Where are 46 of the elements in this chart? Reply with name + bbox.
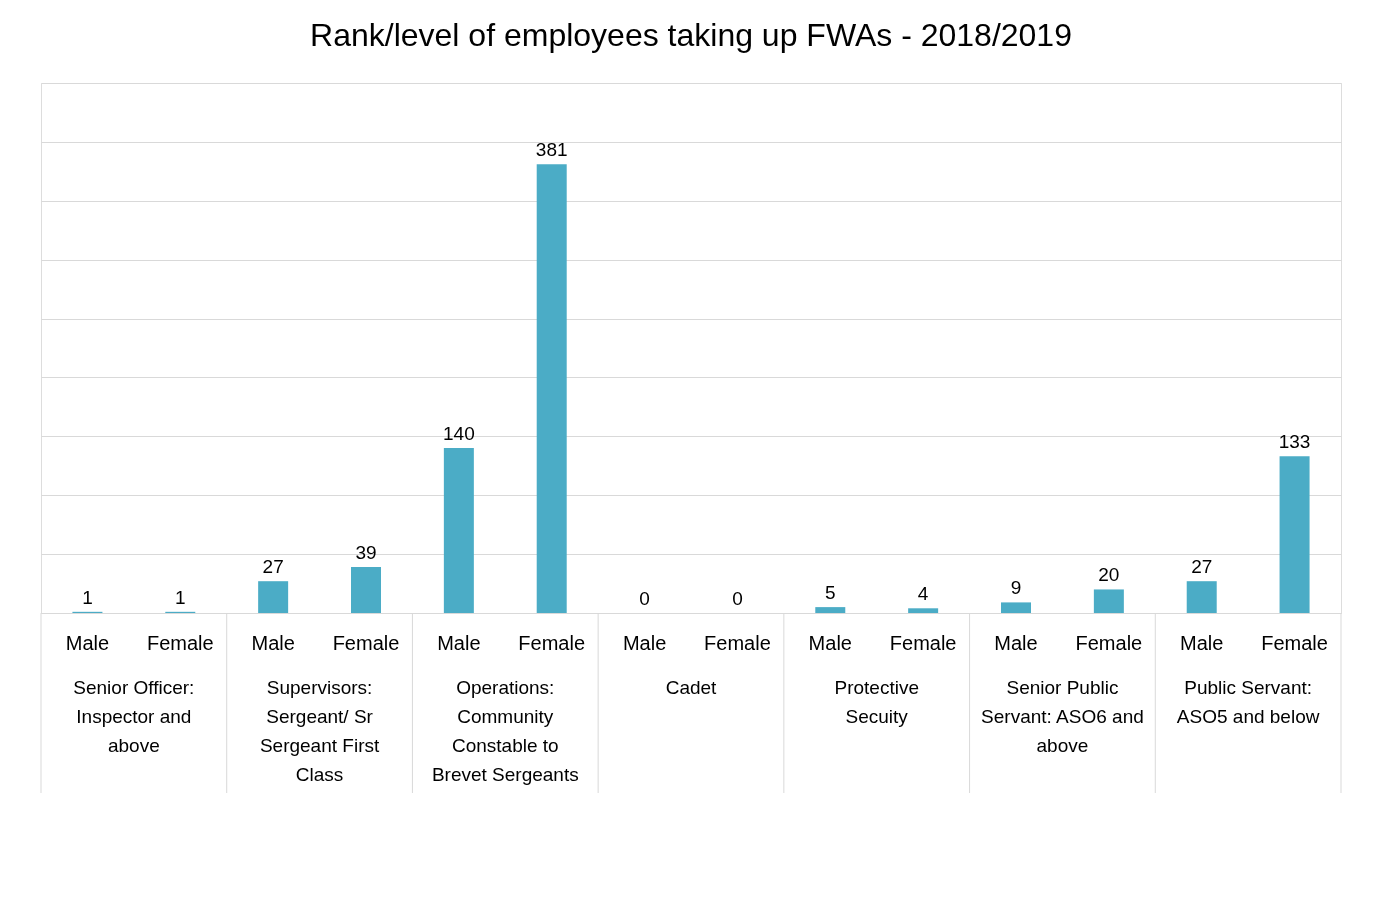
bar bbox=[351, 567, 381, 613]
data-label: 9 bbox=[1010, 577, 1022, 599]
data-label: 0 bbox=[639, 588, 650, 609]
text: Senior Officer: Inspector and above bbox=[73, 677, 195, 756]
x-tick-label: Male bbox=[65, 631, 110, 654]
data-label: 140 bbox=[443, 423, 475, 445]
bar bbox=[1186, 581, 1217, 613]
x-tick-label: Male bbox=[1180, 631, 1224, 654]
text: Supervisors: Sergeant/ Sr Sergeant First Class bbox=[259, 677, 380, 785]
bar bbox=[1093, 589, 1124, 613]
data-label: 133 bbox=[1278, 431, 1311, 453]
x-tick-label: Male bbox=[994, 631, 1038, 654]
text: Senior Public Servant: ASO6 and above bbox=[981, 677, 1144, 756]
x-tick-label: Female bbox=[1075, 631, 1143, 654]
x-tick-label: Female bbox=[518, 631, 586, 654]
chart-title: Rank/level of employees taking up FWAs - 2018/2019 bbox=[310, 17, 1072, 53]
x-tick-label: Female bbox=[1261, 631, 1328, 654]
bar bbox=[536, 164, 567, 613]
text: Cadet bbox=[665, 677, 718, 698]
data-label: 27 bbox=[262, 556, 284, 578]
data-label: 39 bbox=[355, 542, 377, 564]
data-label: 381 bbox=[535, 139, 568, 161]
x-tick-label: Male bbox=[622, 631, 667, 654]
bar bbox=[258, 581, 289, 613]
bar bbox=[1001, 602, 1031, 613]
data-label: 5 bbox=[825, 582, 836, 604]
x-tick-label: Male bbox=[437, 631, 481, 654]
data-label: 20 bbox=[1098, 564, 1120, 586]
x-tick-label: Female bbox=[889, 631, 957, 654]
bar bbox=[815, 607, 846, 613]
data-label: 27 bbox=[1191, 556, 1213, 578]
bar bbox=[908, 608, 939, 613]
data-label: 4 bbox=[917, 583, 929, 605]
x-tick-label: Female bbox=[332, 631, 400, 654]
x-tick-label: Male bbox=[808, 631, 852, 654]
data-label: 0 bbox=[732, 588, 743, 609]
text: Protective Secuity bbox=[834, 677, 919, 727]
x-tick-label: Female bbox=[146, 631, 214, 654]
data-label: 1 bbox=[175, 586, 186, 608]
text: Operations: Community Constable to Brevet Sergeants bbox=[431, 677, 579, 785]
bar bbox=[443, 448, 474, 613]
data-label: 1 bbox=[82, 586, 93, 608]
bar bbox=[1279, 456, 1310, 613]
x-tick-label: Female bbox=[704, 631, 771, 654]
text: Public Servant: ASO5 and below bbox=[1176, 677, 1320, 727]
x-tick-label: Male bbox=[251, 631, 295, 654]
